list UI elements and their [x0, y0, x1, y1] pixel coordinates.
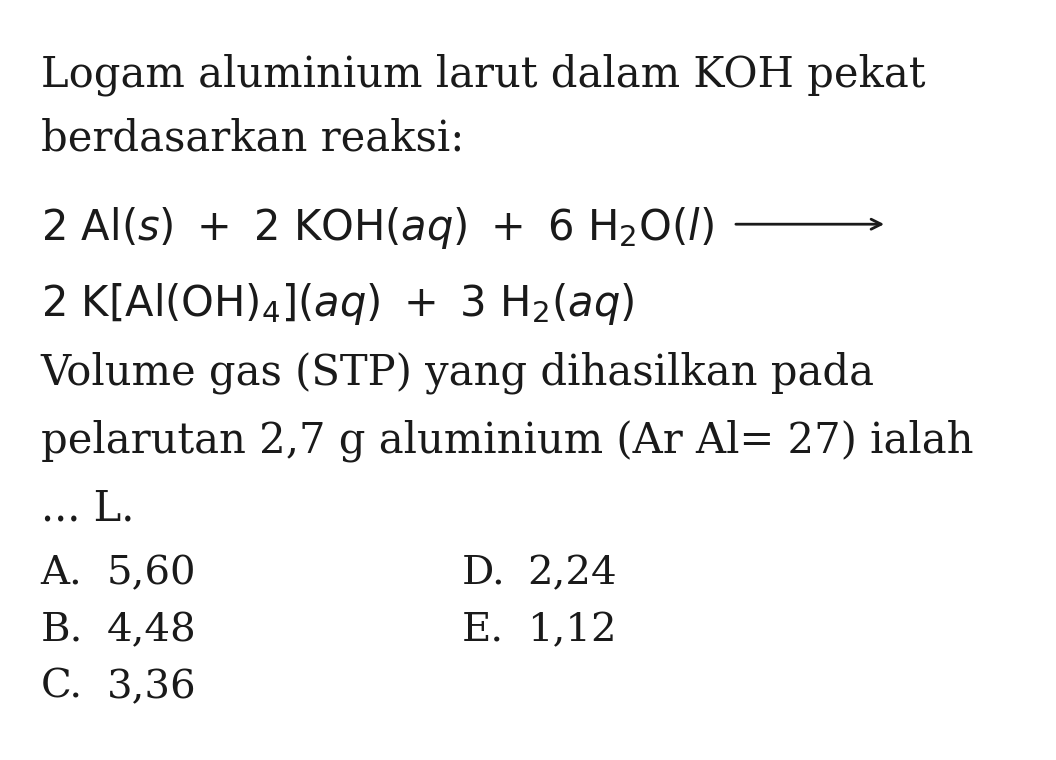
Text: $\mathrm{2\ K[Al(OH)_4](}\mathit{aq}\mathrm{)\ +\ 3\ H_2(}\mathit{aq}\mathrm{)}$: $\mathrm{2\ K[Al(OH)_4](}\mathit{aq}\mat…	[41, 281, 634, 328]
Text: berdasarkan reaksi:: berdasarkan reaksi:	[41, 118, 464, 160]
Text: $\mathrm{2\ Al(}\mathit{s}\mathrm{)\ +\ 2\ KOH(}\mathit{aq}\mathrm{)\ +\ 6\ H_2O: $\mathrm{2\ Al(}\mathit{s}\mathrm{)\ +\ …	[41, 205, 714, 252]
Text: 1,12: 1,12	[527, 612, 617, 649]
Text: Logam aluminium larut dalam KOH pekat: Logam aluminium larut dalam KOH pekat	[41, 53, 925, 96]
Text: ... L.: ... L.	[41, 488, 134, 530]
Text: A.: A.	[41, 555, 82, 592]
Text: 2,24: 2,24	[527, 555, 617, 592]
Text: 4,48: 4,48	[107, 612, 196, 649]
Text: 3,36: 3,36	[107, 669, 196, 706]
Text: E.: E.	[461, 612, 504, 649]
Text: 5,60: 5,60	[107, 555, 196, 592]
Text: C.: C.	[41, 669, 82, 706]
Text: B.: B.	[41, 612, 83, 649]
Text: D.: D.	[461, 555, 506, 592]
Text: Volume gas (STP) yang dihasilkan pada: Volume gas (STP) yang dihasilkan pada	[41, 351, 874, 394]
Text: pelarutan 2,7 g aluminium (Ar Al= 27) ialah: pelarutan 2,7 g aluminium (Ar Al= 27) ia…	[41, 420, 974, 462]
